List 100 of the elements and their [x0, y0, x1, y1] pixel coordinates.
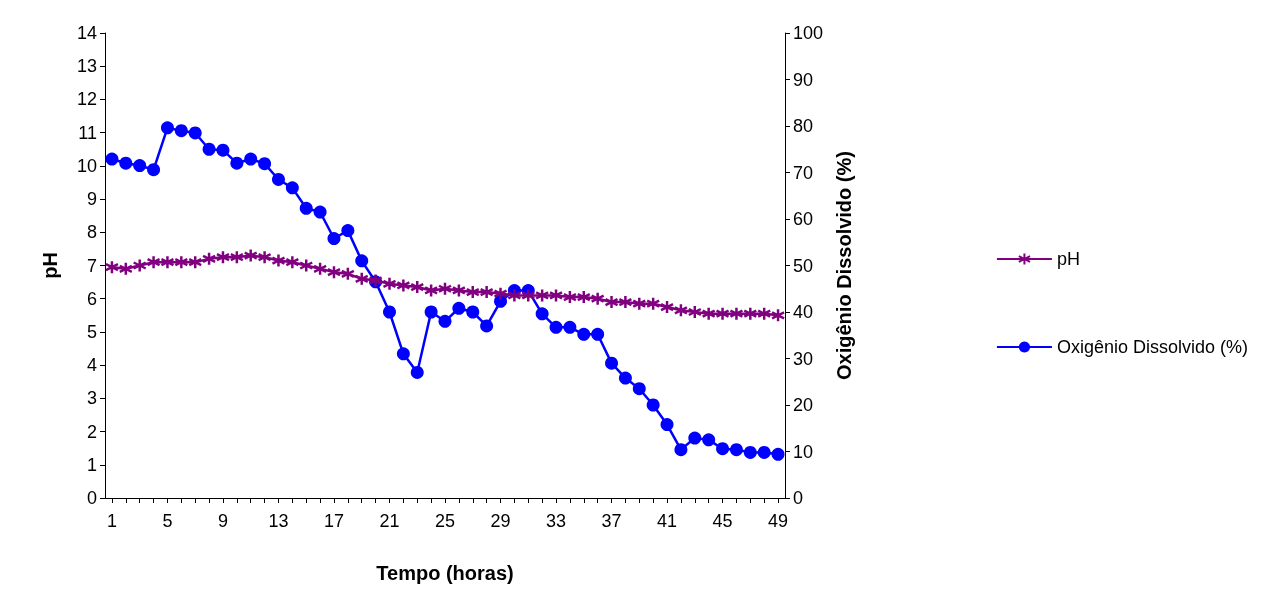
point	[410, 365, 424, 379]
x-tick-label: 21	[379, 511, 400, 531]
point	[146, 254, 161, 270]
point	[423, 283, 439, 298]
point	[312, 261, 328, 277]
y2-tick-label: 50	[793, 255, 814, 276]
point	[187, 254, 203, 270]
point	[716, 442, 730, 456]
point	[160, 121, 174, 135]
y-tick-label: 14	[76, 23, 97, 43]
y-tick-label: 5	[86, 321, 97, 342]
point	[563, 320, 577, 334]
point	[341, 224, 355, 238]
y-tick-label: 9	[86, 189, 97, 210]
point	[188, 126, 202, 140]
point	[396, 278, 411, 293]
y-axis-title: pH	[39, 252, 61, 279]
point	[770, 308, 786, 323]
point	[646, 398, 660, 412]
point	[715, 306, 730, 321]
point	[687, 304, 703, 320]
point	[160, 254, 175, 270]
point	[771, 447, 785, 461]
x-tick-label: 49	[768, 511, 789, 531]
point	[562, 289, 578, 305]
x-tick-label: 13	[268, 511, 289, 531]
y-tick-label: 3	[86, 388, 97, 409]
point	[355, 254, 369, 268]
point	[645, 296, 661, 311]
point	[383, 305, 396, 319]
point	[174, 254, 189, 270]
x-tick-label: 33	[546, 511, 567, 531]
point	[688, 431, 702, 445]
y2-tick-label: 0	[793, 488, 804, 508]
point	[119, 156, 133, 170]
y2-tick-label: 30	[793, 348, 814, 369]
point	[632, 296, 647, 311]
point	[674, 443, 688, 457]
point	[340, 266, 356, 282]
point	[202, 142, 216, 156]
point	[132, 258, 147, 273]
point	[437, 281, 453, 296]
y2-tick-label: 40	[793, 302, 814, 322]
y-tick-label: 6	[86, 288, 97, 309]
point	[743, 445, 757, 459]
x-tick-label: 1	[106, 511, 117, 531]
point	[174, 124, 188, 138]
y2-tick-label: 60	[793, 209, 814, 229]
y-tick-label: 7	[86, 255, 97, 276]
y-tick-label: 13	[76, 56, 97, 77]
point	[271, 253, 286, 268]
point	[466, 305, 480, 319]
x-tick-label: 29	[490, 511, 511, 531]
point	[396, 347, 410, 361]
x-tick-label: 5	[162, 511, 173, 531]
x-tick-label: 17	[323, 511, 344, 531]
point	[618, 294, 633, 310]
point	[285, 254, 300, 270]
legend-label: Oxigênio Dissolvido (%)	[1056, 337, 1249, 357]
point	[299, 201, 313, 215]
point	[535, 307, 549, 321]
point	[118, 261, 134, 277]
point	[521, 288, 536, 303]
point	[507, 288, 522, 303]
point	[743, 306, 758, 321]
legend-label: pH	[1056, 249, 1080, 269]
point	[104, 259, 120, 275]
point	[147, 163, 161, 177]
point	[424, 305, 438, 319]
y2-axis-title: Oxigênio Dissolvido (%)	[832, 151, 855, 380]
point	[549, 320, 563, 334]
point	[604, 294, 619, 310]
y-tick-label: 4	[86, 355, 97, 376]
point	[298, 258, 314, 273]
point	[729, 306, 744, 321]
y-tick-label: 2	[86, 421, 97, 442]
point	[548, 288, 564, 303]
x-tick-label: 25	[434, 511, 456, 531]
point	[701, 306, 716, 321]
point	[354, 271, 369, 287]
point	[201, 251, 217, 267]
point	[577, 327, 591, 341]
point	[257, 249, 272, 265]
point	[660, 418, 674, 432]
x-tick-label: 41	[657, 511, 678, 531]
point	[756, 306, 772, 321]
point	[757, 445, 771, 459]
point	[605, 356, 619, 370]
y2-tick-label: 100	[793, 23, 824, 43]
point	[409, 279, 425, 295]
point	[215, 249, 231, 265]
point	[452, 301, 466, 315]
x-tick-label: 9	[217, 511, 228, 531]
point	[534, 288, 550, 303]
y-tick-label: 10	[76, 155, 97, 176]
x-tick-label: 45	[712, 511, 733, 531]
point	[702, 433, 716, 447]
point	[590, 291, 605, 306]
point	[480, 319, 494, 333]
point	[133, 159, 147, 173]
